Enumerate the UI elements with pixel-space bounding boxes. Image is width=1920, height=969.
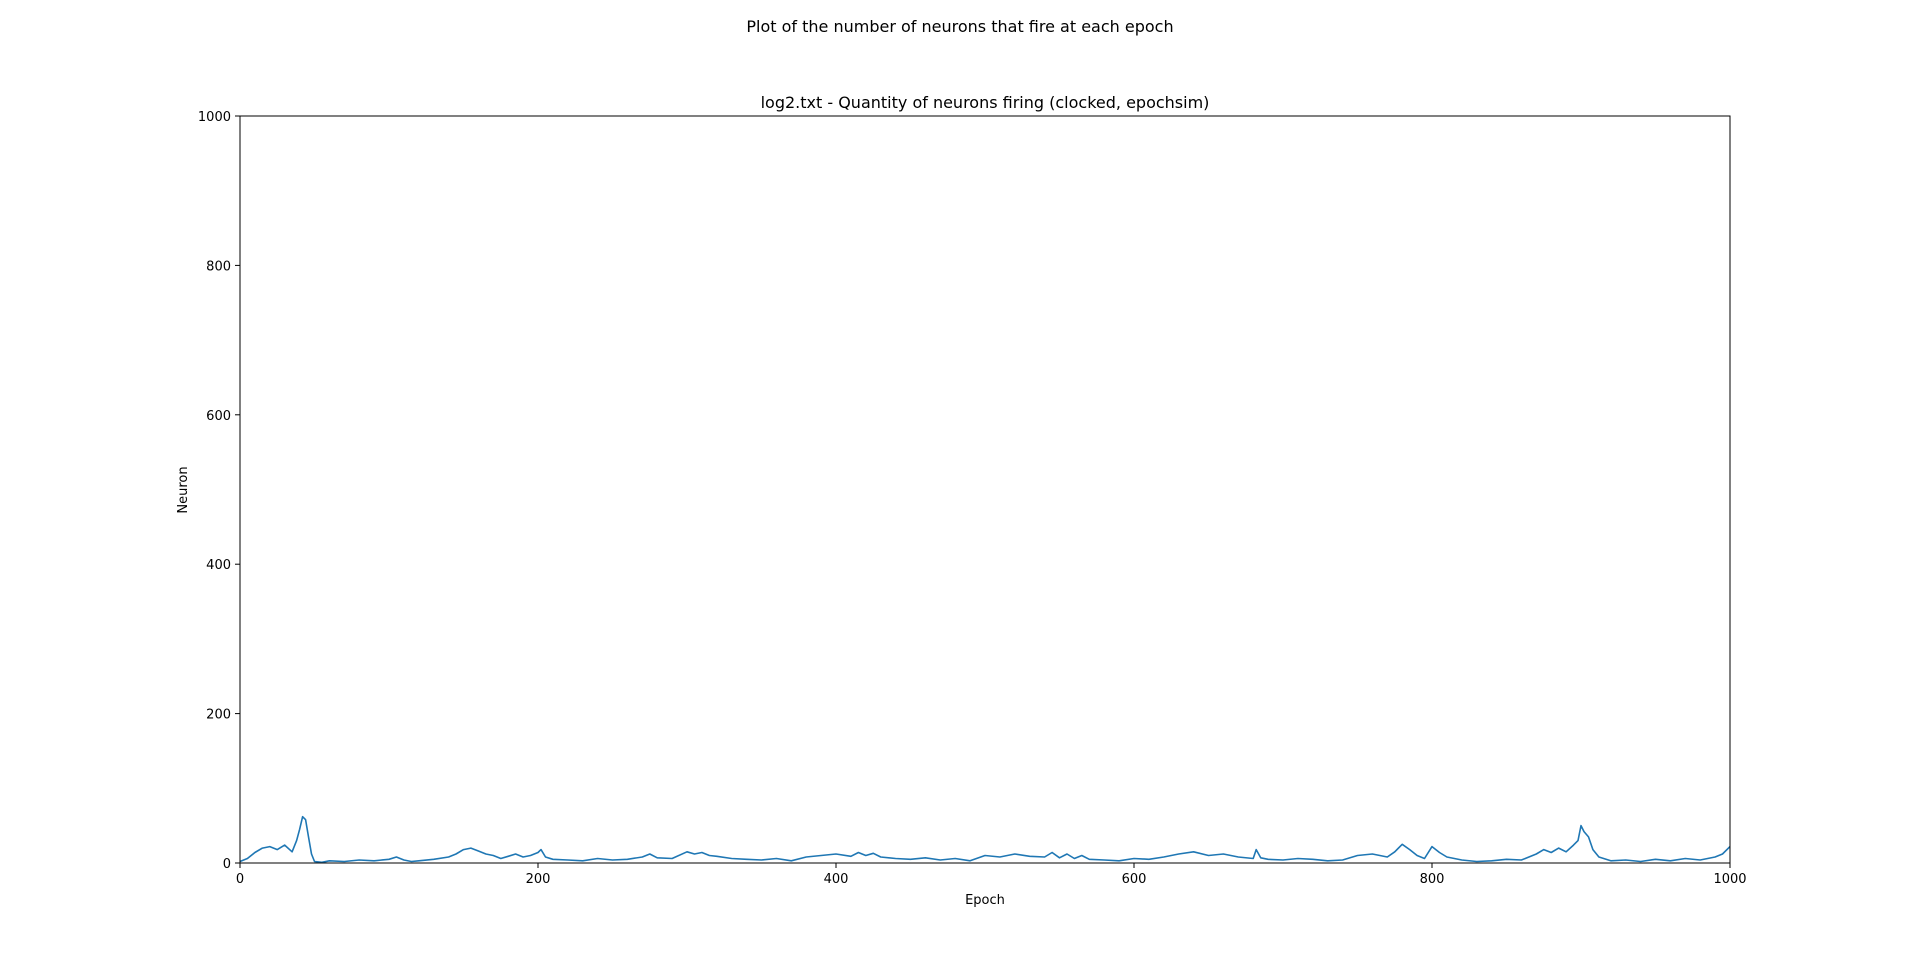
x-axis: 0 200 400 600 800 1000 bbox=[236, 863, 1747, 887]
x-tick-label: 200 bbox=[526, 872, 551, 887]
y-axis-label: Neuron bbox=[176, 466, 191, 513]
y-tick-label: 200 bbox=[206, 708, 231, 723]
y-tick-label: 400 bbox=[206, 558, 231, 573]
figure-suptitle: Plot of the number of neurons that fire … bbox=[746, 17, 1173, 36]
y-axis: 0 200 400 600 800 1000 bbox=[198, 110, 240, 872]
x-axis-label: Epoch bbox=[965, 893, 1005, 908]
y-tick-label: 600 bbox=[206, 409, 231, 424]
axes-frame bbox=[239, 115, 1731, 864]
chart-title: log2.txt - Quantity of neurons firing (c… bbox=[761, 93, 1210, 112]
y-tick-label: 0 bbox=[223, 857, 231, 872]
y-tick-label: 1000 bbox=[198, 110, 231, 125]
x-tick-label: 600 bbox=[1122, 872, 1147, 887]
x-tick-label: 400 bbox=[824, 872, 849, 887]
series-line bbox=[239, 815, 1731, 864]
y-tick-label: 800 bbox=[206, 259, 231, 274]
x-tick-label: 1000 bbox=[1713, 872, 1746, 887]
x-tick-label: 800 bbox=[1420, 872, 1445, 887]
x-tick-label: 0 bbox=[236, 872, 244, 887]
plot-area bbox=[239, 115, 1731, 864]
